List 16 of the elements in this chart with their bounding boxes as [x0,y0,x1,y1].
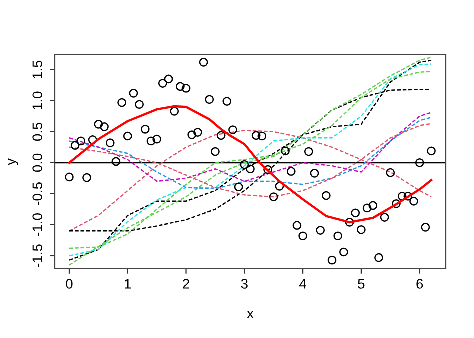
y-tick-label: -1.0 [32,214,43,236]
x-tick-label: 0 [66,279,73,289]
x-tick-label: 1 [125,279,132,289]
x-tick-label: 5 [358,279,365,289]
y-tick-label: 0.0 [32,154,43,172]
x-tick-label: 4 [300,279,307,289]
y-tick-label: -0.5 [32,182,43,206]
x-tick-label: 3 [241,279,248,289]
y-tick-label: -1.5 [32,244,43,268]
x-tick-label: 2 [183,279,190,289]
x-axis-title: x [247,311,254,318]
y-axis-title: y [8,158,18,166]
x-tick-label: 6 [416,279,424,289]
y-tick-label: 1.5 [32,60,43,78]
y-tick-label: 0.5 [32,122,43,142]
y-tick-label: 1.0 [32,92,43,110]
